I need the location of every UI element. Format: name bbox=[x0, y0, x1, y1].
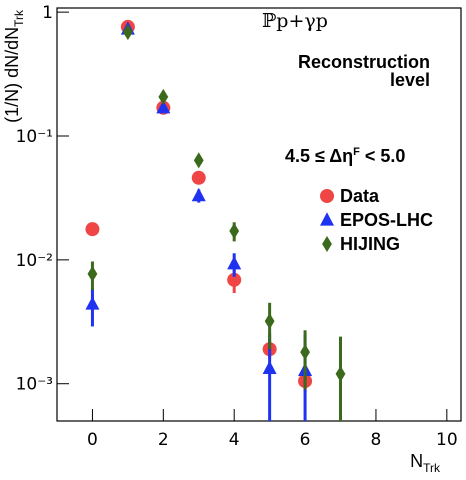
selection-sup: F bbox=[353, 146, 360, 158]
x-tick-label: 4 bbox=[229, 430, 240, 450]
level-label: level bbox=[390, 70, 430, 90]
marker bbox=[227, 272, 242, 287]
plot-frame bbox=[56, 7, 462, 422]
x-label-sub: Trk bbox=[423, 461, 441, 475]
marker bbox=[300, 344, 310, 361]
marker bbox=[229, 222, 240, 240]
selection-main: 4.5 ≤ Δη bbox=[285, 146, 353, 166]
y-label-main: (1/N) dN/dN bbox=[2, 27, 22, 123]
marker bbox=[335, 365, 346, 382]
x-axis-label: NTrk bbox=[410, 451, 441, 475]
marker bbox=[158, 88, 169, 105]
marker bbox=[85, 296, 100, 310]
x-label-main: N bbox=[410, 451, 423, 471]
marker bbox=[262, 360, 277, 374]
y-tick-label: 1 bbox=[42, 3, 53, 23]
legend-label: EPOS-LHC bbox=[340, 210, 433, 230]
x-tick-label: 0 bbox=[87, 430, 98, 450]
x-tick-label: 2 bbox=[158, 430, 169, 450]
y-label-sub: Trk bbox=[12, 9, 26, 27]
selection-label: 4.5 ≤ ΔηF < 5.0 bbox=[285, 146, 405, 166]
level-label: Reconstruction bbox=[298, 52, 430, 72]
process-label: ℙp+γp bbox=[262, 10, 328, 32]
marker bbox=[156, 100, 171, 114]
selection-end: < 5.0 bbox=[360, 146, 406, 166]
marker bbox=[227, 256, 242, 270]
marker bbox=[193, 152, 204, 169]
legend-label: Data bbox=[340, 186, 380, 206]
legend-label: HIJING bbox=[340, 234, 400, 254]
marker bbox=[85, 222, 100, 237]
x-tick-label: 8 bbox=[371, 430, 382, 450]
marker bbox=[191, 187, 206, 202]
x-tick-label: 10 bbox=[436, 430, 458, 450]
y-tick-label: 10⁻¹ bbox=[16, 127, 53, 147]
y-axis-label: (1/N) dN/dNTrk bbox=[2, 9, 26, 123]
marker bbox=[122, 24, 133, 41]
marker bbox=[264, 313, 275, 330]
marker bbox=[87, 265, 98, 282]
y-tick-label: 10⁻³ bbox=[16, 375, 53, 395]
legend-marker bbox=[322, 235, 332, 253]
x-tick-label: 6 bbox=[300, 430, 311, 450]
legend-marker bbox=[320, 189, 334, 203]
y-tick-label: 10⁻² bbox=[16, 251, 53, 271]
marker bbox=[191, 170, 206, 185]
legend-marker bbox=[320, 212, 334, 226]
